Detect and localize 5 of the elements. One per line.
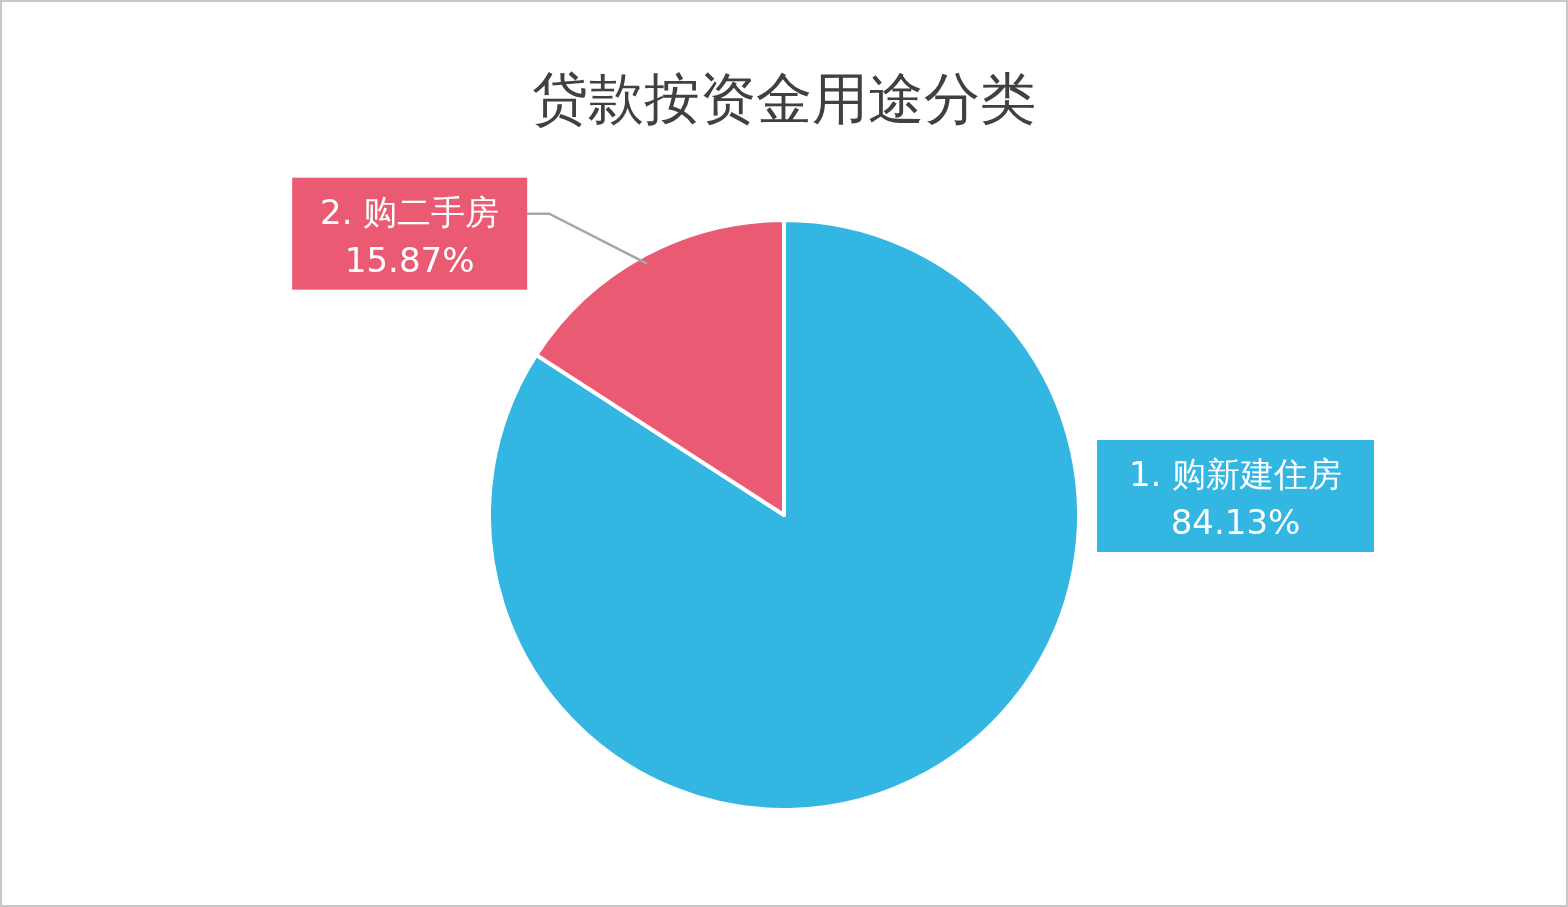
data-label: 84.13% xyxy=(1170,502,1301,542)
slice-label: 2. 购二手房 xyxy=(320,191,500,232)
slice-label: 1. 购新建住房 xyxy=(1128,454,1343,494)
chart-title: 贷款按资金用途分类 xyxy=(532,66,1036,131)
data-label: 15.87% xyxy=(344,239,475,280)
